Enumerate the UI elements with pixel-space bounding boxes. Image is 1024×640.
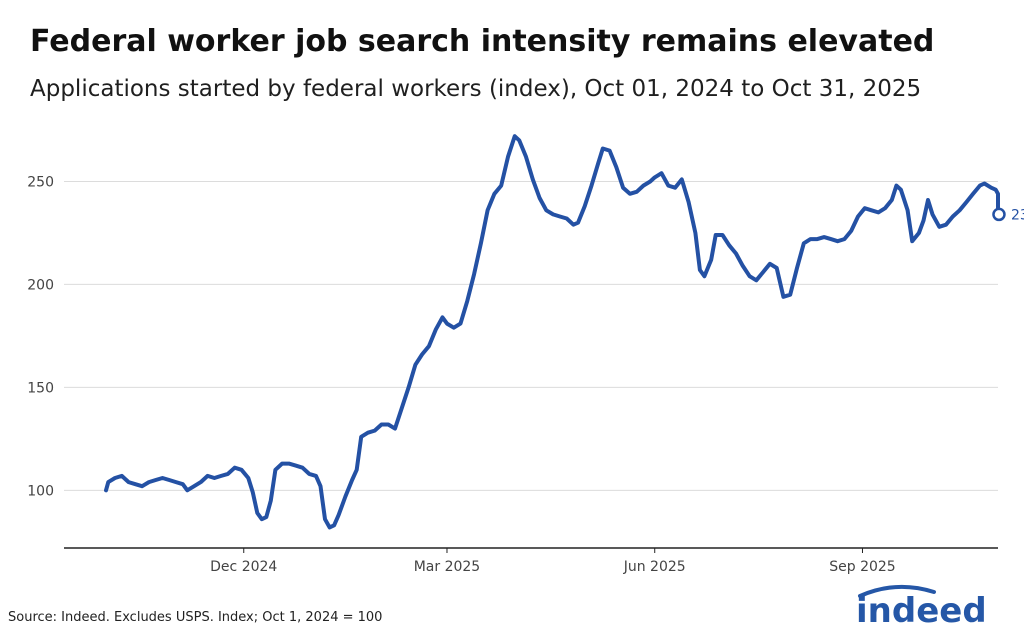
x-tick-label-0: Dec 2024 bbox=[210, 559, 277, 575]
end-point-marker bbox=[992, 207, 1006, 222]
y-tick-label-150: 150 bbox=[27, 380, 54, 396]
end-value-label: 234 bbox=[1011, 207, 1024, 223]
indeed-logo: indeed bbox=[856, 584, 987, 631]
source-note: Source: Indeed. Excludes USPS. Index; Oc… bbox=[8, 610, 383, 625]
series-line bbox=[104, 134, 1000, 530]
chart-subtitle: Applications started by federal workers … bbox=[30, 76, 922, 102]
chart-title: Federal worker job search intensity rema… bbox=[30, 24, 935, 59]
y-tick-label-250: 250 bbox=[27, 174, 54, 190]
x-tick-label-1: Mar 2025 bbox=[414, 559, 481, 575]
svg-text:indeed: indeed bbox=[856, 591, 987, 631]
y-tick-label-200: 200 bbox=[27, 277, 54, 293]
y-tick-label-100: 100 bbox=[27, 483, 54, 499]
line-chart: 100 150 200 250 Dec 2024 Mar 2025 Jun 2025 Sep … bbox=[27, 134, 1024, 575]
x-tick-label-3: Sep 2025 bbox=[829, 559, 895, 575]
x-tick-label-2: Jun 2025 bbox=[623, 559, 686, 575]
